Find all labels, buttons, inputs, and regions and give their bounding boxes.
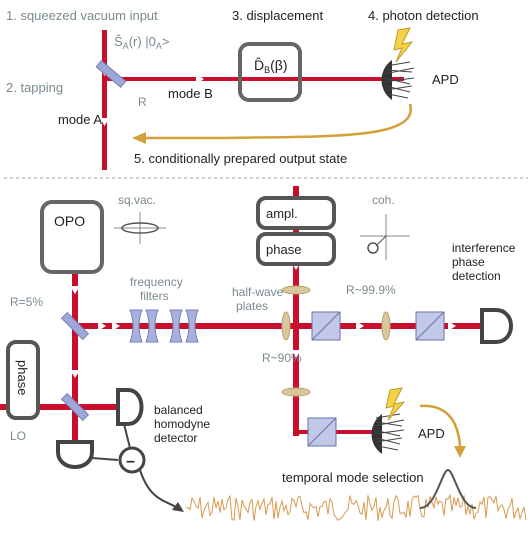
homodyne-beamsplitter (60, 392, 90, 422)
balanced-label-1: balanced (154, 403, 203, 417)
step3-label: 3. displacement (232, 8, 323, 23)
apd-bottom-label: APD (418, 426, 445, 441)
mode-a-label: mode A (58, 112, 102, 127)
temporal-label: temporal mode selection (282, 470, 424, 485)
displacement-box (238, 42, 302, 102)
step1-label: 1. squeezed vacuum input (6, 8, 158, 23)
r5-label: R=5% (10, 295, 43, 309)
phase-box (256, 232, 336, 266)
lo-label: LO (10, 429, 26, 443)
arrow-down-icon (454, 446, 466, 458)
arrow-head-icon (196, 74, 204, 84)
homodyne-noise-trace (185, 493, 527, 521)
mode-selection-arrow (419, 404, 462, 447)
interference-label-3: detection (452, 269, 501, 283)
step4-label: 4. photon detection (368, 8, 479, 23)
half-wave-plates (281, 285, 391, 397)
mode-b-beam (104, 77, 404, 81)
homodyne-detector-right (116, 388, 144, 426)
arrow-left-icon (132, 132, 146, 144)
tap-beamsplitter (95, 59, 127, 89)
apd-bottom-detector (371, 387, 406, 454)
sqvac-label: sq.vac. (118, 193, 156, 207)
lo-phase-label: phase (15, 360, 30, 395)
apd-top-detector (381, 27, 415, 100)
balanced-label-2: homodyne (154, 417, 210, 431)
r-label: R (138, 95, 147, 109)
r5-beamsplitter (60, 311, 90, 341)
half-wave-label-2: plates (236, 299, 268, 313)
arrow-head-icon (100, 118, 109, 126)
r90-label: R~90% (262, 351, 302, 365)
interference-label-2: phase (452, 255, 485, 269)
subtraction-node (118, 446, 146, 474)
freq-filters-label-2: filters (140, 289, 169, 303)
feedback-arrow (140, 103, 412, 140)
homodyne-output-line (139, 469, 179, 509)
lightning-icon (385, 387, 406, 421)
lo-phase-box (6, 340, 40, 420)
coh-label: coh. (372, 193, 395, 207)
beamsplitter-cubes (307, 311, 445, 447)
phase-label: phase (266, 242, 301, 257)
lightning-icon (393, 27, 414, 63)
balanced-label-3: detector (154, 431, 197, 445)
opo-label: OPO (54, 213, 85, 229)
half-wave-label-1: half-wave (232, 285, 284, 299)
interference-detector (480, 308, 513, 344)
homodyne-detector-bottom (56, 440, 94, 469)
step5-label: 5. conditionally prepared output state (134, 151, 347, 166)
frequency-filters (129, 309, 199, 343)
mode-a-beam (102, 30, 107, 170)
squeezed-vacuum-icon (114, 212, 166, 244)
amplitude-box (256, 196, 336, 230)
input-state-label: ŜA(r) |0A> (114, 34, 170, 51)
r999-label: R~99.9% (346, 283, 396, 297)
minus-label: – (126, 453, 135, 470)
step2-label: 2. tapping (6, 80, 63, 95)
apd-top-label: APD (432, 72, 459, 87)
arrow-icon (172, 502, 184, 512)
freq-filters-label-1: frequency (130, 275, 183, 289)
interference-label-1: interference (452, 241, 516, 255)
displacement-operator: D̂B(β) (254, 57, 288, 75)
opo-box (40, 200, 104, 274)
coherent-state-icon (360, 214, 410, 260)
ampl-label: ampl. (266, 206, 298, 221)
mode-b-label: mode B (168, 86, 213, 101)
temporal-mode-function (419, 468, 477, 509)
